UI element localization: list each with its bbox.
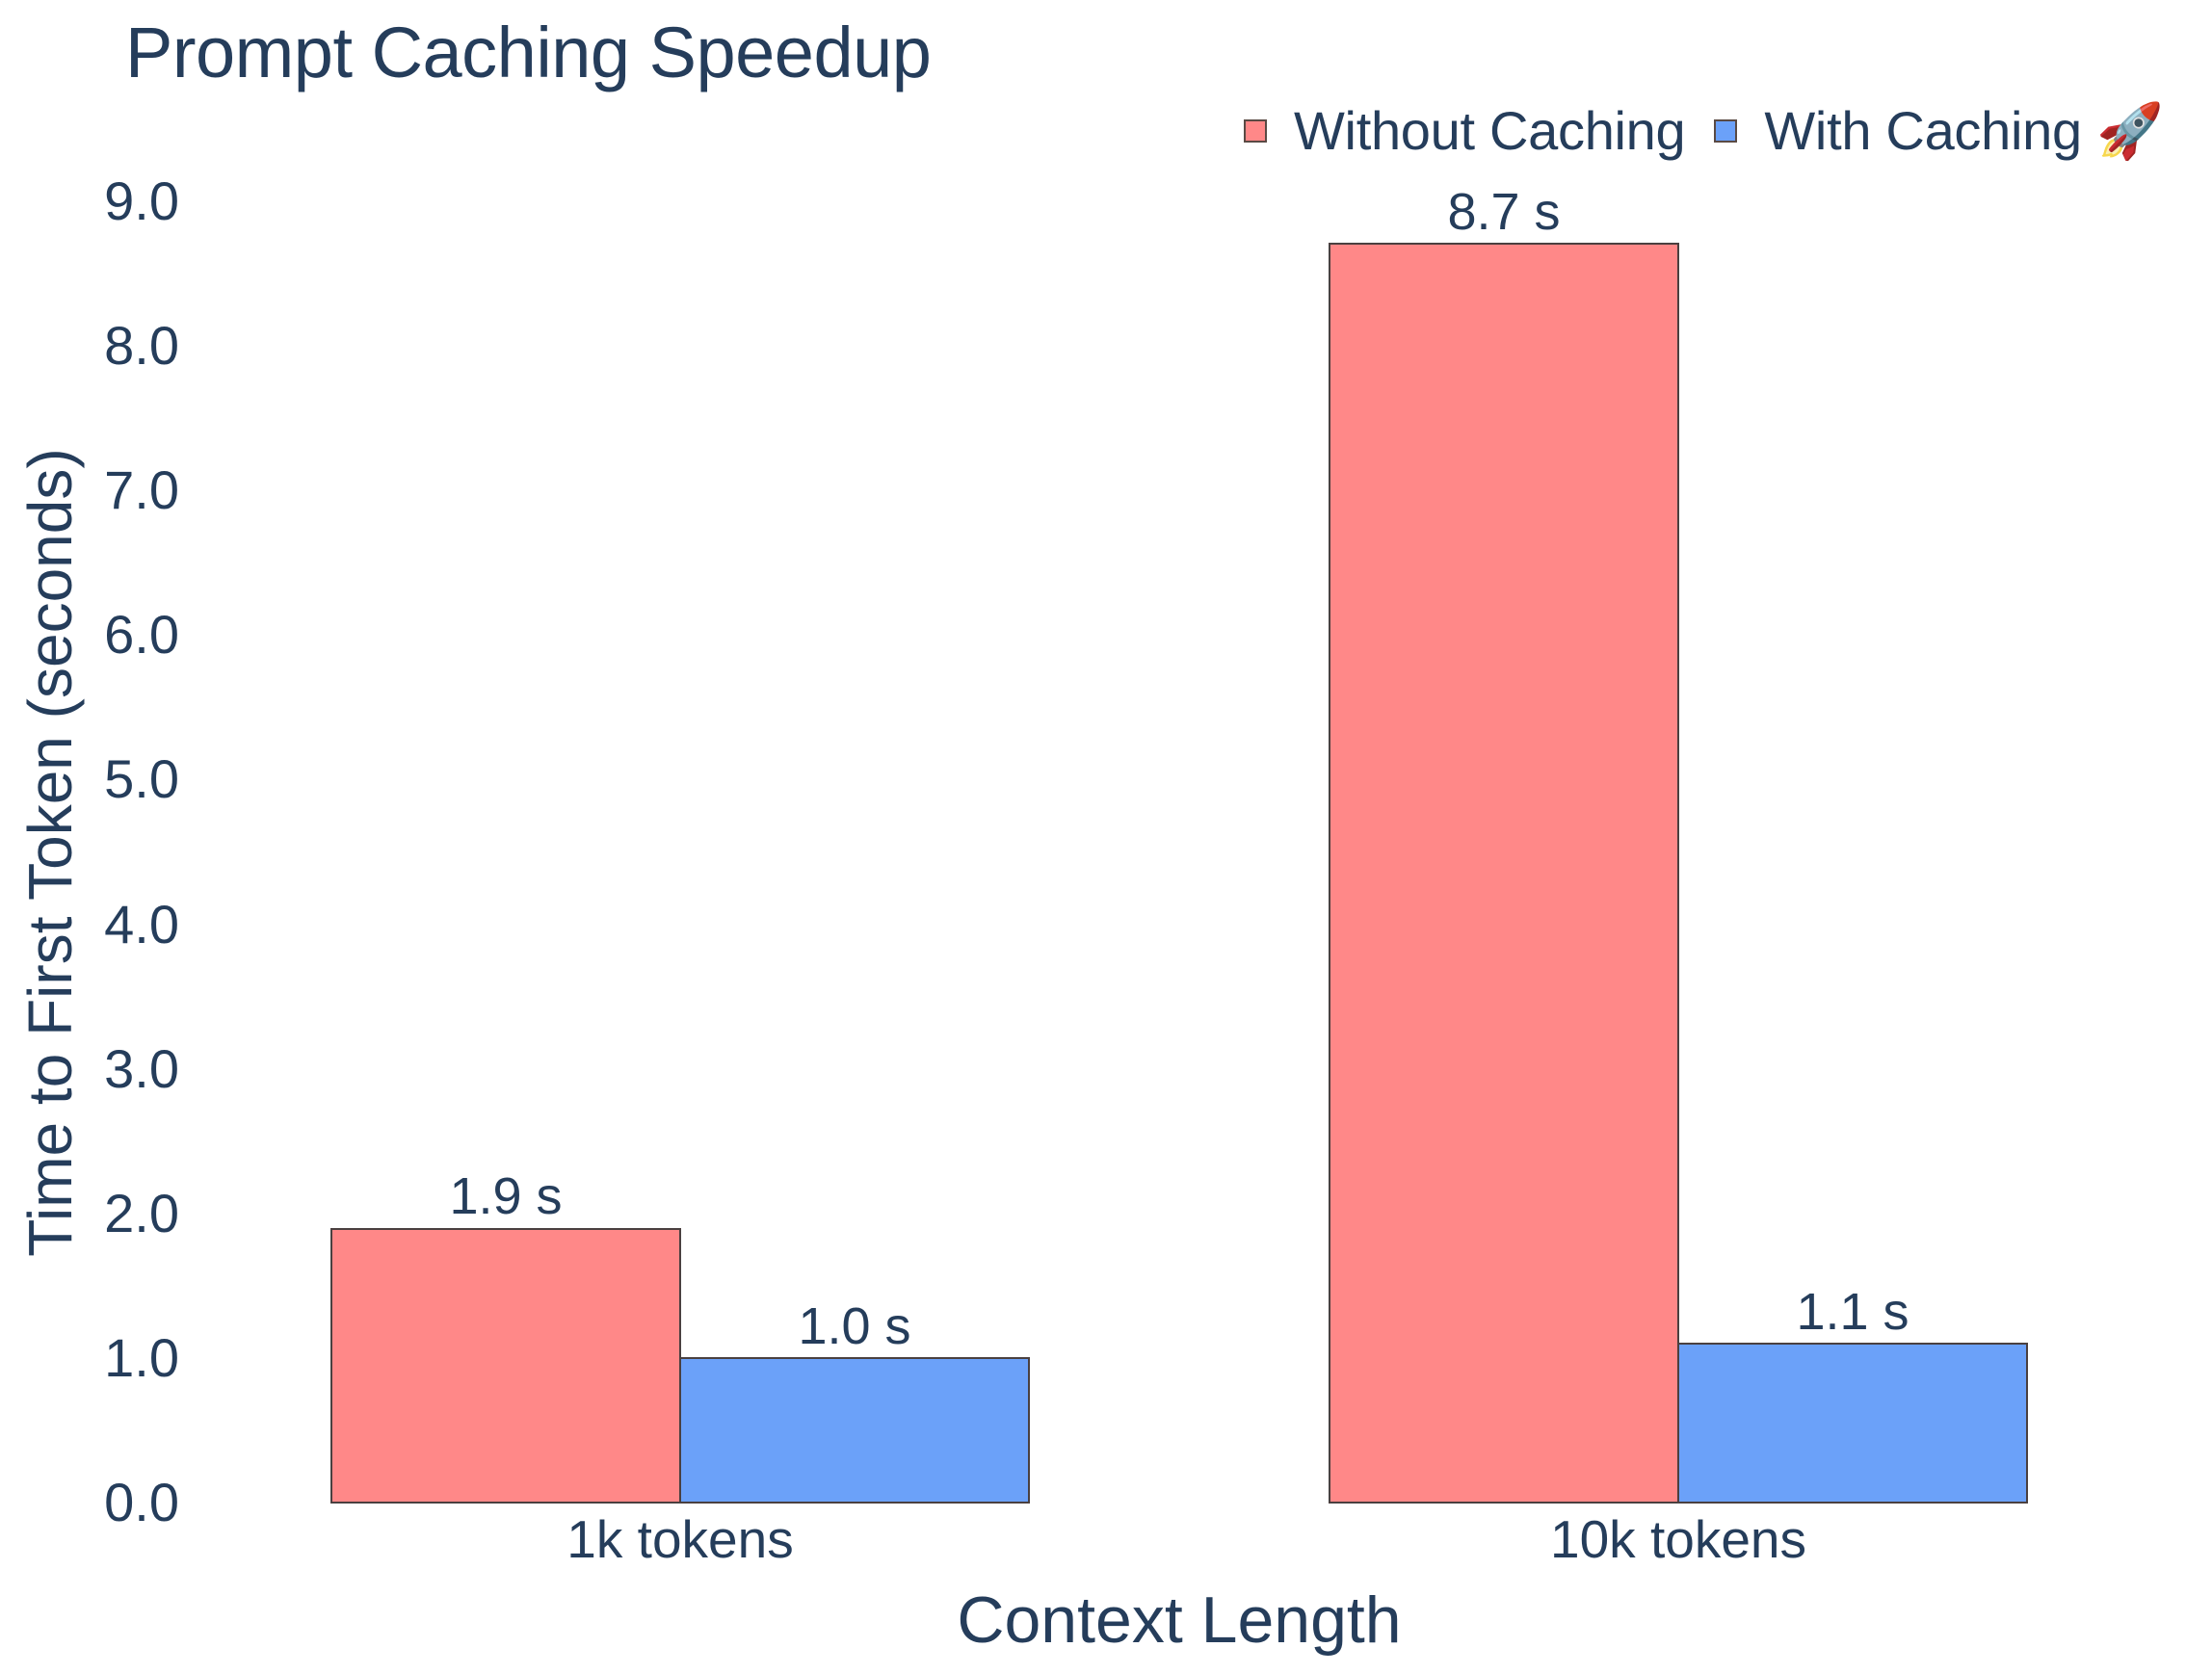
bar-value-label: 1.0 s <box>798 1297 911 1355</box>
y-tick: 0.0 <box>104 1472 179 1532</box>
bar-1k-with-caching[interactable] <box>679 1357 1030 1504</box>
legend-label: With Caching 🚀 <box>1764 100 2164 161</box>
y-tick: 6.0 <box>104 604 179 665</box>
y-tick: 3.0 <box>104 1038 179 1099</box>
bar-1k-without-caching[interactable] <box>330 1228 681 1504</box>
y-tick: 5.0 <box>104 748 179 809</box>
bar-value-label: 8.7 s <box>1447 183 1561 241</box>
legend-label: Without Caching <box>1294 100 1686 161</box>
bar-value-label: 1.1 s <box>1796 1283 1909 1341</box>
y-axis-title: Time to First Token (seconds) <box>15 448 85 1257</box>
chart-title: Prompt Caching Speedup <box>125 13 932 92</box>
x-tick: 1k tokens <box>566 1509 794 1569</box>
legend-item-without-caching[interactable]: Without Caching <box>1244 100 1686 161</box>
x-tick: 10k tokens <box>1549 1509 1807 1569</box>
y-tick: 8.0 <box>104 315 179 376</box>
legend: Without Caching With Caching 🚀 <box>1244 102 2192 160</box>
bar-10k-with-caching[interactable] <box>1677 1343 2028 1504</box>
legend-item-with-caching[interactable]: With Caching 🚀 <box>1714 100 2164 161</box>
y-tick: 4.0 <box>104 894 179 955</box>
bar-10k-without-caching[interactable] <box>1329 243 1679 1504</box>
x-axis-title: Context Length <box>957 1583 1402 1657</box>
legend-swatch-blue <box>1714 119 1738 143</box>
y-tick: 7.0 <box>104 459 179 520</box>
legend-swatch-red <box>1244 119 1267 143</box>
y-tick: 9.0 <box>104 170 179 231</box>
bar-value-label: 1.9 s <box>449 1167 563 1225</box>
y-tick: 2.0 <box>104 1183 179 1243</box>
y-tick: 1.0 <box>104 1327 179 1388</box>
